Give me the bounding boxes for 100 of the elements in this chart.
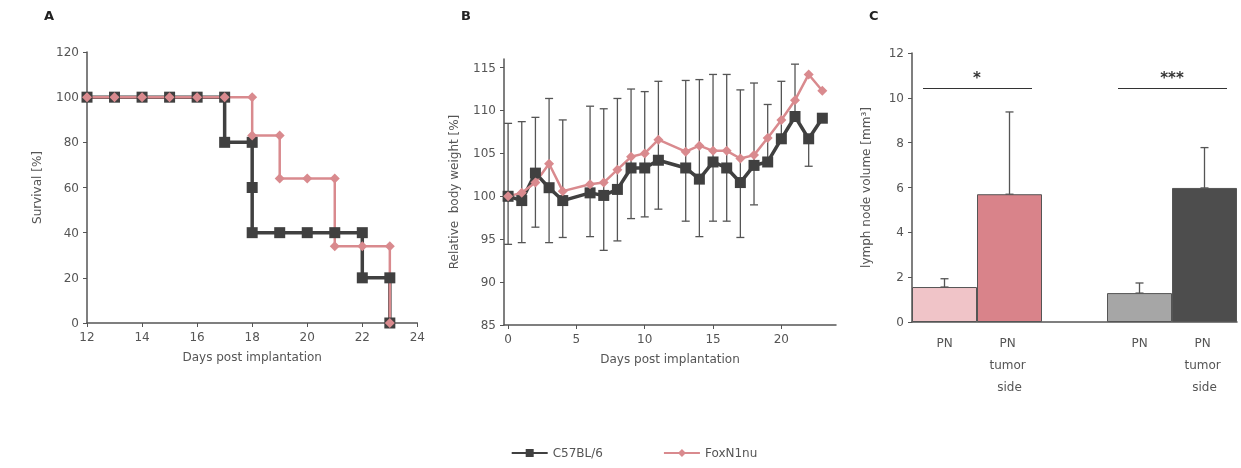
legend-label: C57BL/6 — [552, 446, 603, 460]
y-axis-title: lymph node volume [mm³] — [859, 107, 873, 268]
x-axis-title: Days post implantation — [600, 352, 740, 366]
point — [639, 148, 650, 159]
y-tick-label: 0 — [896, 315, 904, 329]
x-tick-label: PN — [1131, 336, 1148, 350]
y-tick-label: 12 — [888, 46, 904, 60]
point — [803, 69, 814, 80]
point — [626, 151, 637, 162]
legend-label: FoxN1nu — [704, 446, 758, 460]
x-tick-label: 14 — [134, 330, 150, 344]
chart-title: B — [461, 8, 471, 23]
point — [776, 114, 787, 125]
point — [721, 162, 733, 174]
point — [598, 177, 609, 188]
chart-title: A — [44, 8, 55, 23]
point — [246, 182, 258, 193]
x-tick-label: 15 — [705, 332, 721, 346]
point — [775, 133, 787, 145]
point — [734, 177, 746, 189]
point — [789, 110, 801, 122]
point — [803, 133, 815, 145]
point — [653, 134, 664, 145]
point — [516, 187, 527, 198]
point — [302, 173, 313, 184]
y-tick-label: 90 — [480, 275, 496, 290]
chart-title: C — [869, 8, 879, 23]
y-tick-label: 110 — [473, 103, 496, 118]
point — [693, 173, 705, 185]
point — [274, 173, 285, 184]
x-tick-label: 10 — [637, 332, 653, 346]
point — [612, 164, 623, 175]
y-tick-label: 2 — [896, 270, 904, 285]
point — [544, 158, 555, 169]
point — [584, 187, 596, 199]
y-tick-label: 20 — [63, 270, 79, 285]
point — [557, 186, 568, 197]
point — [762, 156, 774, 168]
y-tick-label: 8 — [896, 135, 904, 150]
y-tick-label: 10 — [888, 90, 904, 105]
y-tick-label: 60 — [63, 180, 79, 195]
x-tick-label: 20 — [299, 330, 315, 344]
point — [246, 136, 258, 148]
x-tick-label: 12 — [79, 330, 95, 344]
point — [543, 182, 555, 194]
point — [707, 156, 719, 168]
point — [274, 227, 286, 239]
point — [329, 227, 341, 239]
point — [625, 162, 637, 174]
point — [749, 150, 760, 161]
y-axis-title: Survival [%] — [30, 151, 44, 224]
point — [598, 189, 610, 201]
point — [748, 159, 760, 171]
annotation: * — [972, 68, 982, 87]
y-tick-label: 95 — [480, 232, 496, 247]
point — [384, 272, 396, 284]
point — [384, 241, 395, 252]
point — [680, 146, 691, 157]
x-axis-title: Days post implantation — [182, 350, 322, 364]
point — [816, 112, 828, 124]
y-tick-label: 6 — [896, 180, 904, 195]
point — [557, 195, 569, 207]
y-tick-label: 100 — [56, 90, 79, 105]
point — [246, 227, 258, 239]
point — [611, 183, 623, 195]
point — [762, 132, 773, 143]
x-tick-label: 24 — [409, 330, 426, 344]
point — [356, 227, 368, 239]
x-tick-label: 20 — [773, 332, 789, 346]
point — [639, 162, 651, 174]
y-tick-label: 0 — [71, 316, 79, 330]
point — [530, 177, 541, 188]
point — [721, 145, 732, 156]
y-tick-label: 120 — [56, 45, 79, 59]
point — [790, 95, 801, 106]
point — [529, 167, 541, 179]
point — [329, 241, 340, 252]
point — [735, 153, 746, 164]
y-tick-label: 100 — [473, 189, 496, 204]
point — [274, 130, 285, 141]
annotation: *** — [1159, 68, 1185, 87]
point — [516, 195, 528, 207]
x-tick-label: PN tumor side — [989, 336, 1030, 394]
point — [219, 136, 231, 148]
y-tick-label: 80 — [63, 135, 79, 150]
x-tick-label: 0 — [504, 332, 512, 346]
y-axis-title: Relative body weight [%] — [447, 114, 461, 270]
point — [301, 227, 313, 239]
y-tick-label: 115 — [473, 60, 496, 75]
point — [694, 140, 705, 151]
x-tick-label: 5 — [572, 332, 581, 346]
point — [329, 173, 340, 184]
x-tick-label: 18 — [244, 330, 260, 344]
y-tick-label: 4 — [896, 225, 904, 240]
y-tick-label: 40 — [63, 225, 79, 240]
x-tick-label: PN — [936, 336, 953, 350]
point — [680, 162, 692, 174]
point — [356, 272, 368, 284]
point — [817, 85, 828, 96]
point — [357, 241, 368, 252]
